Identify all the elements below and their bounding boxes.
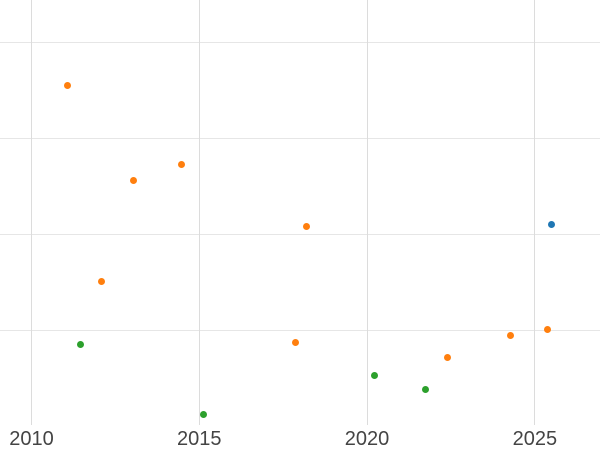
data-point-blue — [547, 220, 555, 228]
data-point-green — [421, 385, 429, 393]
x-tick-label: 2025 — [512, 428, 558, 450]
x-tick-label: 2010 — [9, 428, 54, 450]
gridline-vertical — [534, 0, 536, 425]
data-point-orange — [292, 338, 300, 346]
data-point-green — [76, 341, 84, 349]
data-point-orange — [302, 222, 310, 230]
data-point-orange — [507, 331, 515, 339]
data-point-orange — [129, 177, 137, 185]
gridline-horizontal — [0, 330, 600, 332]
gridline-vertical — [198, 0, 200, 425]
gridline-horizontal — [0, 138, 600, 140]
data-point-orange — [543, 326, 551, 334]
gridline-horizontal — [0, 234, 600, 236]
x-tick-label: 2020 — [344, 428, 390, 450]
x-tick-label: 2015 — [177, 428, 222, 450]
data-point-green — [199, 410, 207, 418]
data-point-green — [370, 372, 378, 380]
data-point-orange — [443, 353, 451, 361]
data-point-orange — [178, 161, 186, 169]
gridline-vertical — [31, 0, 32, 425]
data-point-orange — [98, 278, 106, 286]
gridline-vertical — [366, 0, 368, 425]
data-point-orange — [63, 81, 71, 89]
gridline-horizontal — [0, 42, 600, 44]
